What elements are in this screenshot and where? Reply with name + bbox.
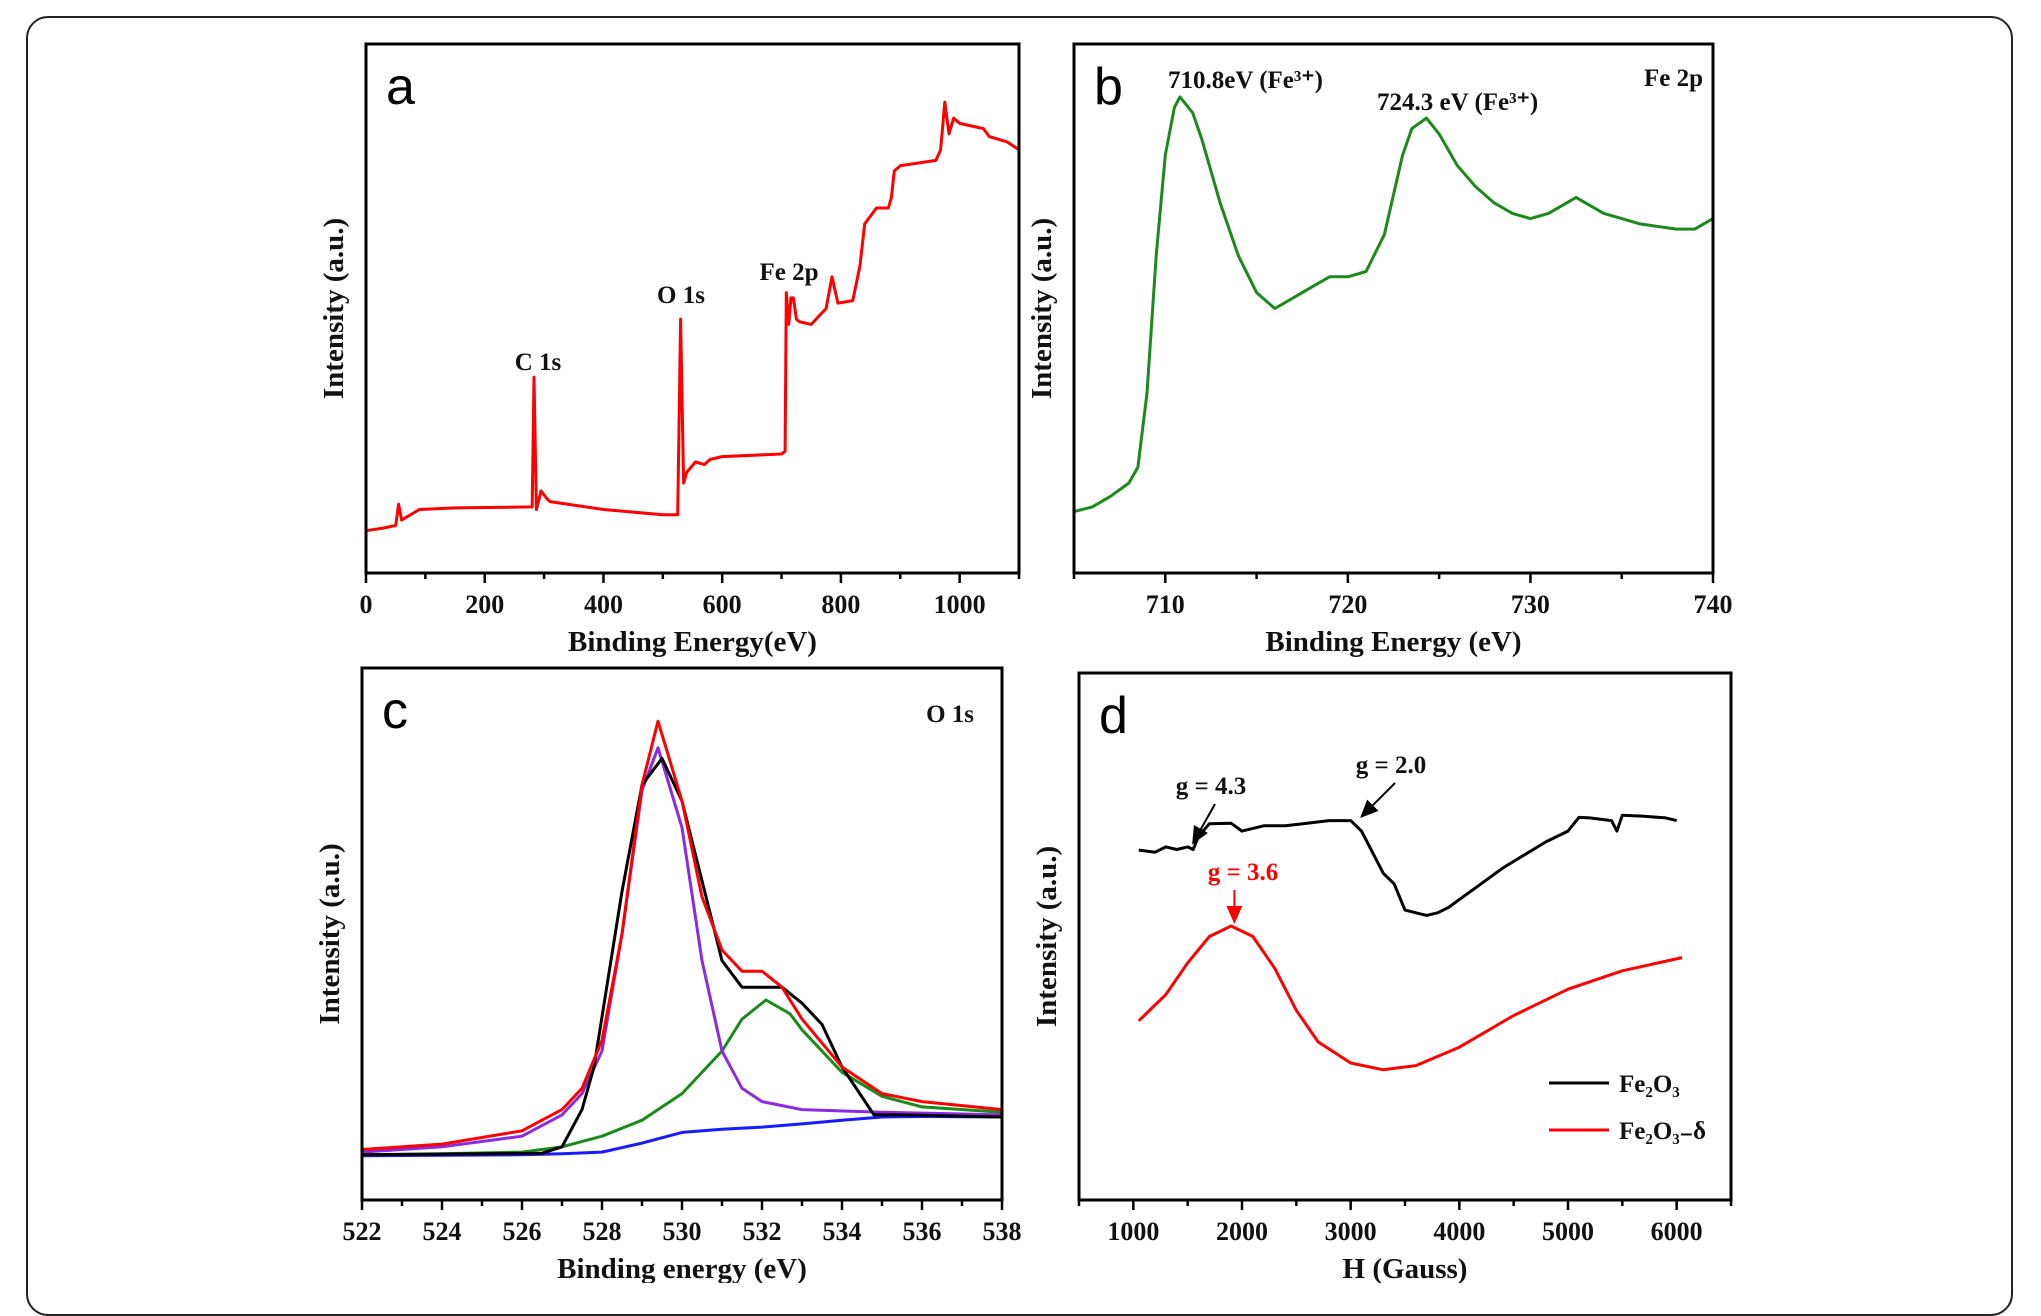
- annotation: Fe 2p: [759, 259, 818, 286]
- x-tick-label: 3000: [1325, 1217, 1377, 1246]
- panel-b: 710 720 730 740 Binding Energy (eV) Intensity…: [1026, 42, 1733, 658]
- x-tick-label: 1000: [1107, 1217, 1159, 1246]
- series-line-0: [365, 100, 1020, 533]
- series-line-0: [1073, 95, 1714, 514]
- annotation: g = 3.6: [1208, 859, 1279, 886]
- legend-label: Fe₂O₃₋δ: [1619, 1118, 1706, 1145]
- x-tick-label: 720: [1328, 590, 1367, 619]
- panel-label: b: [1094, 58, 1123, 116]
- x-tick-label: 526: [503, 1217, 542, 1246]
- y-axis-title: Intensity (a.u.): [314, 843, 346, 1024]
- y-axis-title: Intensity (a.u.): [1031, 846, 1063, 1027]
- annotation: C 1s: [515, 349, 562, 376]
- annotation: O 1s: [657, 282, 705, 309]
- annotation: g = 2.0: [1356, 752, 1427, 779]
- series-line-0: [361, 1115, 1003, 1158]
- annotation-arrow: [1360, 782, 1396, 818]
- x-tick-label: 524: [423, 1217, 462, 1246]
- figure: 0 200 400 600 800 1000 Binding Energy(eV) Inten…: [314, 42, 1733, 1283]
- panel-label: d: [1099, 687, 1128, 745]
- annotation: 724.3 eV (Fe³⁺): [1377, 89, 1538, 116]
- panel-label: c: [382, 682, 408, 740]
- x-tick-label: 1000: [934, 590, 986, 619]
- plot-frame: [360, 666, 1004, 1202]
- panel-label: a: [386, 58, 415, 116]
- annotation: O 1s: [926, 701, 974, 728]
- x-tick-label: 522: [343, 1217, 382, 1246]
- x-tick-label: 730: [1511, 590, 1550, 619]
- x-tick-label: 538: [983, 1217, 1022, 1246]
- panel-c: 522 524 526 528 530 532 534 536 538 Binding energ…: [314, 666, 1022, 1283]
- annotation: g = 4.3: [1176, 773, 1247, 800]
- x-tick-label: 2000: [1216, 1217, 1268, 1246]
- series-line-2: [361, 746, 1003, 1154]
- x-tick-label: 6000: [1651, 1217, 1703, 1246]
- series-line-1: [1137, 924, 1683, 1072]
- series-line-1: [361, 998, 1003, 1157]
- x-tick-label: 536: [903, 1217, 942, 1246]
- annotation: 710.8eV (Fe³⁺): [1168, 67, 1323, 94]
- panel-d: 1000 2000 3000 4000 5000 6000 H (Gauss) Intensi…: [1031, 671, 1733, 1283]
- x-tick-label: 600: [703, 590, 742, 619]
- annotation: Fe 2p: [1644, 65, 1703, 92]
- x-axis-title: H (Gauss): [1343, 1253, 1468, 1283]
- x-axis-title: Binding Energy(eV): [568, 626, 817, 658]
- y-axis-title: Intensity (a.u.): [1026, 218, 1058, 399]
- x-tick-label: 532: [743, 1217, 782, 1246]
- x-tick-label: 200: [465, 590, 504, 619]
- x-tick-label: 5000: [1542, 1217, 1594, 1246]
- x-tick-label: 0: [360, 590, 373, 619]
- series-line-4: [361, 719, 1003, 1151]
- x-tick-label: 800: [821, 590, 860, 619]
- annotation-arrow: [1192, 803, 1216, 845]
- plot-frame: [1072, 42, 1715, 575]
- x-tick-label: 710: [1146, 590, 1185, 619]
- x-tick-label: 530: [663, 1217, 702, 1246]
- x-tick-label: 528: [583, 1217, 622, 1246]
- x-axis-title: Binding energy (eV): [557, 1253, 807, 1283]
- x-tick-label: 4000: [1433, 1217, 1485, 1246]
- x-axis-title: Binding Energy (eV): [1265, 626, 1521, 658]
- plot-frame: [364, 42, 1021, 575]
- x-tick-label: 740: [1694, 590, 1733, 619]
- x-tick-label: 534: [823, 1217, 862, 1246]
- panel-a: 0 200 400 600 800 1000 Binding Energy(eV) Inten…: [318, 42, 1021, 658]
- y-axis-title: Intensity (a.u.): [318, 218, 350, 399]
- x-tick-label: 400: [584, 590, 623, 619]
- legend-label: Fe₂O₃: [1619, 1071, 1680, 1098]
